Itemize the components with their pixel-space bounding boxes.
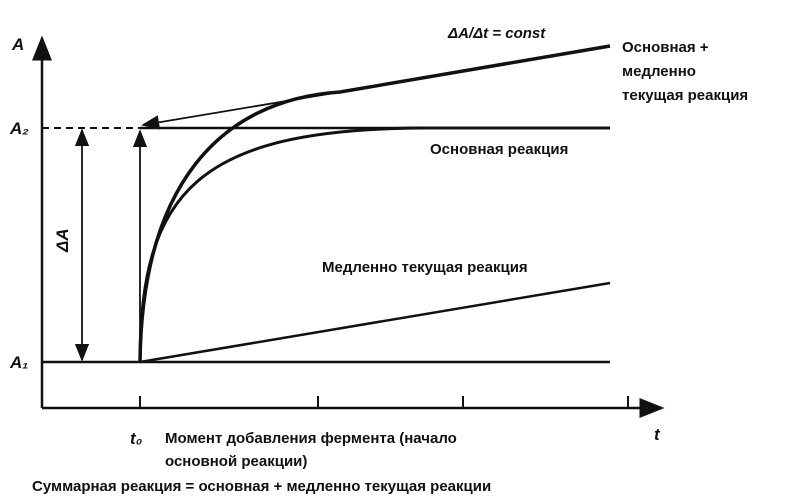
caption: Суммарная реакция = основная + медленно … <box>32 478 491 495</box>
combined-label: текущая реакция <box>622 87 748 104</box>
delta-label: ΔA <box>53 228 72 253</box>
main-label: Основная реакция <box>430 141 568 158</box>
sum-curve <box>138 44 611 363</box>
moment-label: Момент добавления фермента (начало <box>165 430 457 447</box>
x-label: t <box>654 425 661 444</box>
a2-label: A₂ <box>9 119 29 138</box>
main-curve <box>138 126 610 363</box>
t0-label: t₀ <box>130 429 143 448</box>
slow-line <box>139 281 611 364</box>
y-label: A <box>11 35 24 54</box>
moment-label: основной реакции) <box>165 453 307 470</box>
tangent-arrow <box>141 91 341 130</box>
combined-label: медленно <box>622 63 696 80</box>
slope-label: ΔA/Δt = const <box>447 25 546 42</box>
a1-label: A₁ <box>9 353 28 372</box>
slow-label: Медленно текущая реакция <box>322 259 528 276</box>
combined-label: Основная + <box>622 39 709 56</box>
